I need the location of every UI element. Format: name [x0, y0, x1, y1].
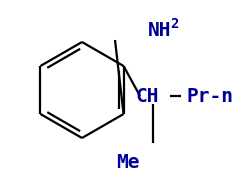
Text: NH: NH	[147, 20, 171, 40]
Text: Pr-n: Pr-n	[186, 87, 233, 107]
Text: CH: CH	[136, 87, 159, 107]
Text: 2: 2	[169, 17, 178, 31]
Text: Me: Me	[115, 153, 139, 173]
